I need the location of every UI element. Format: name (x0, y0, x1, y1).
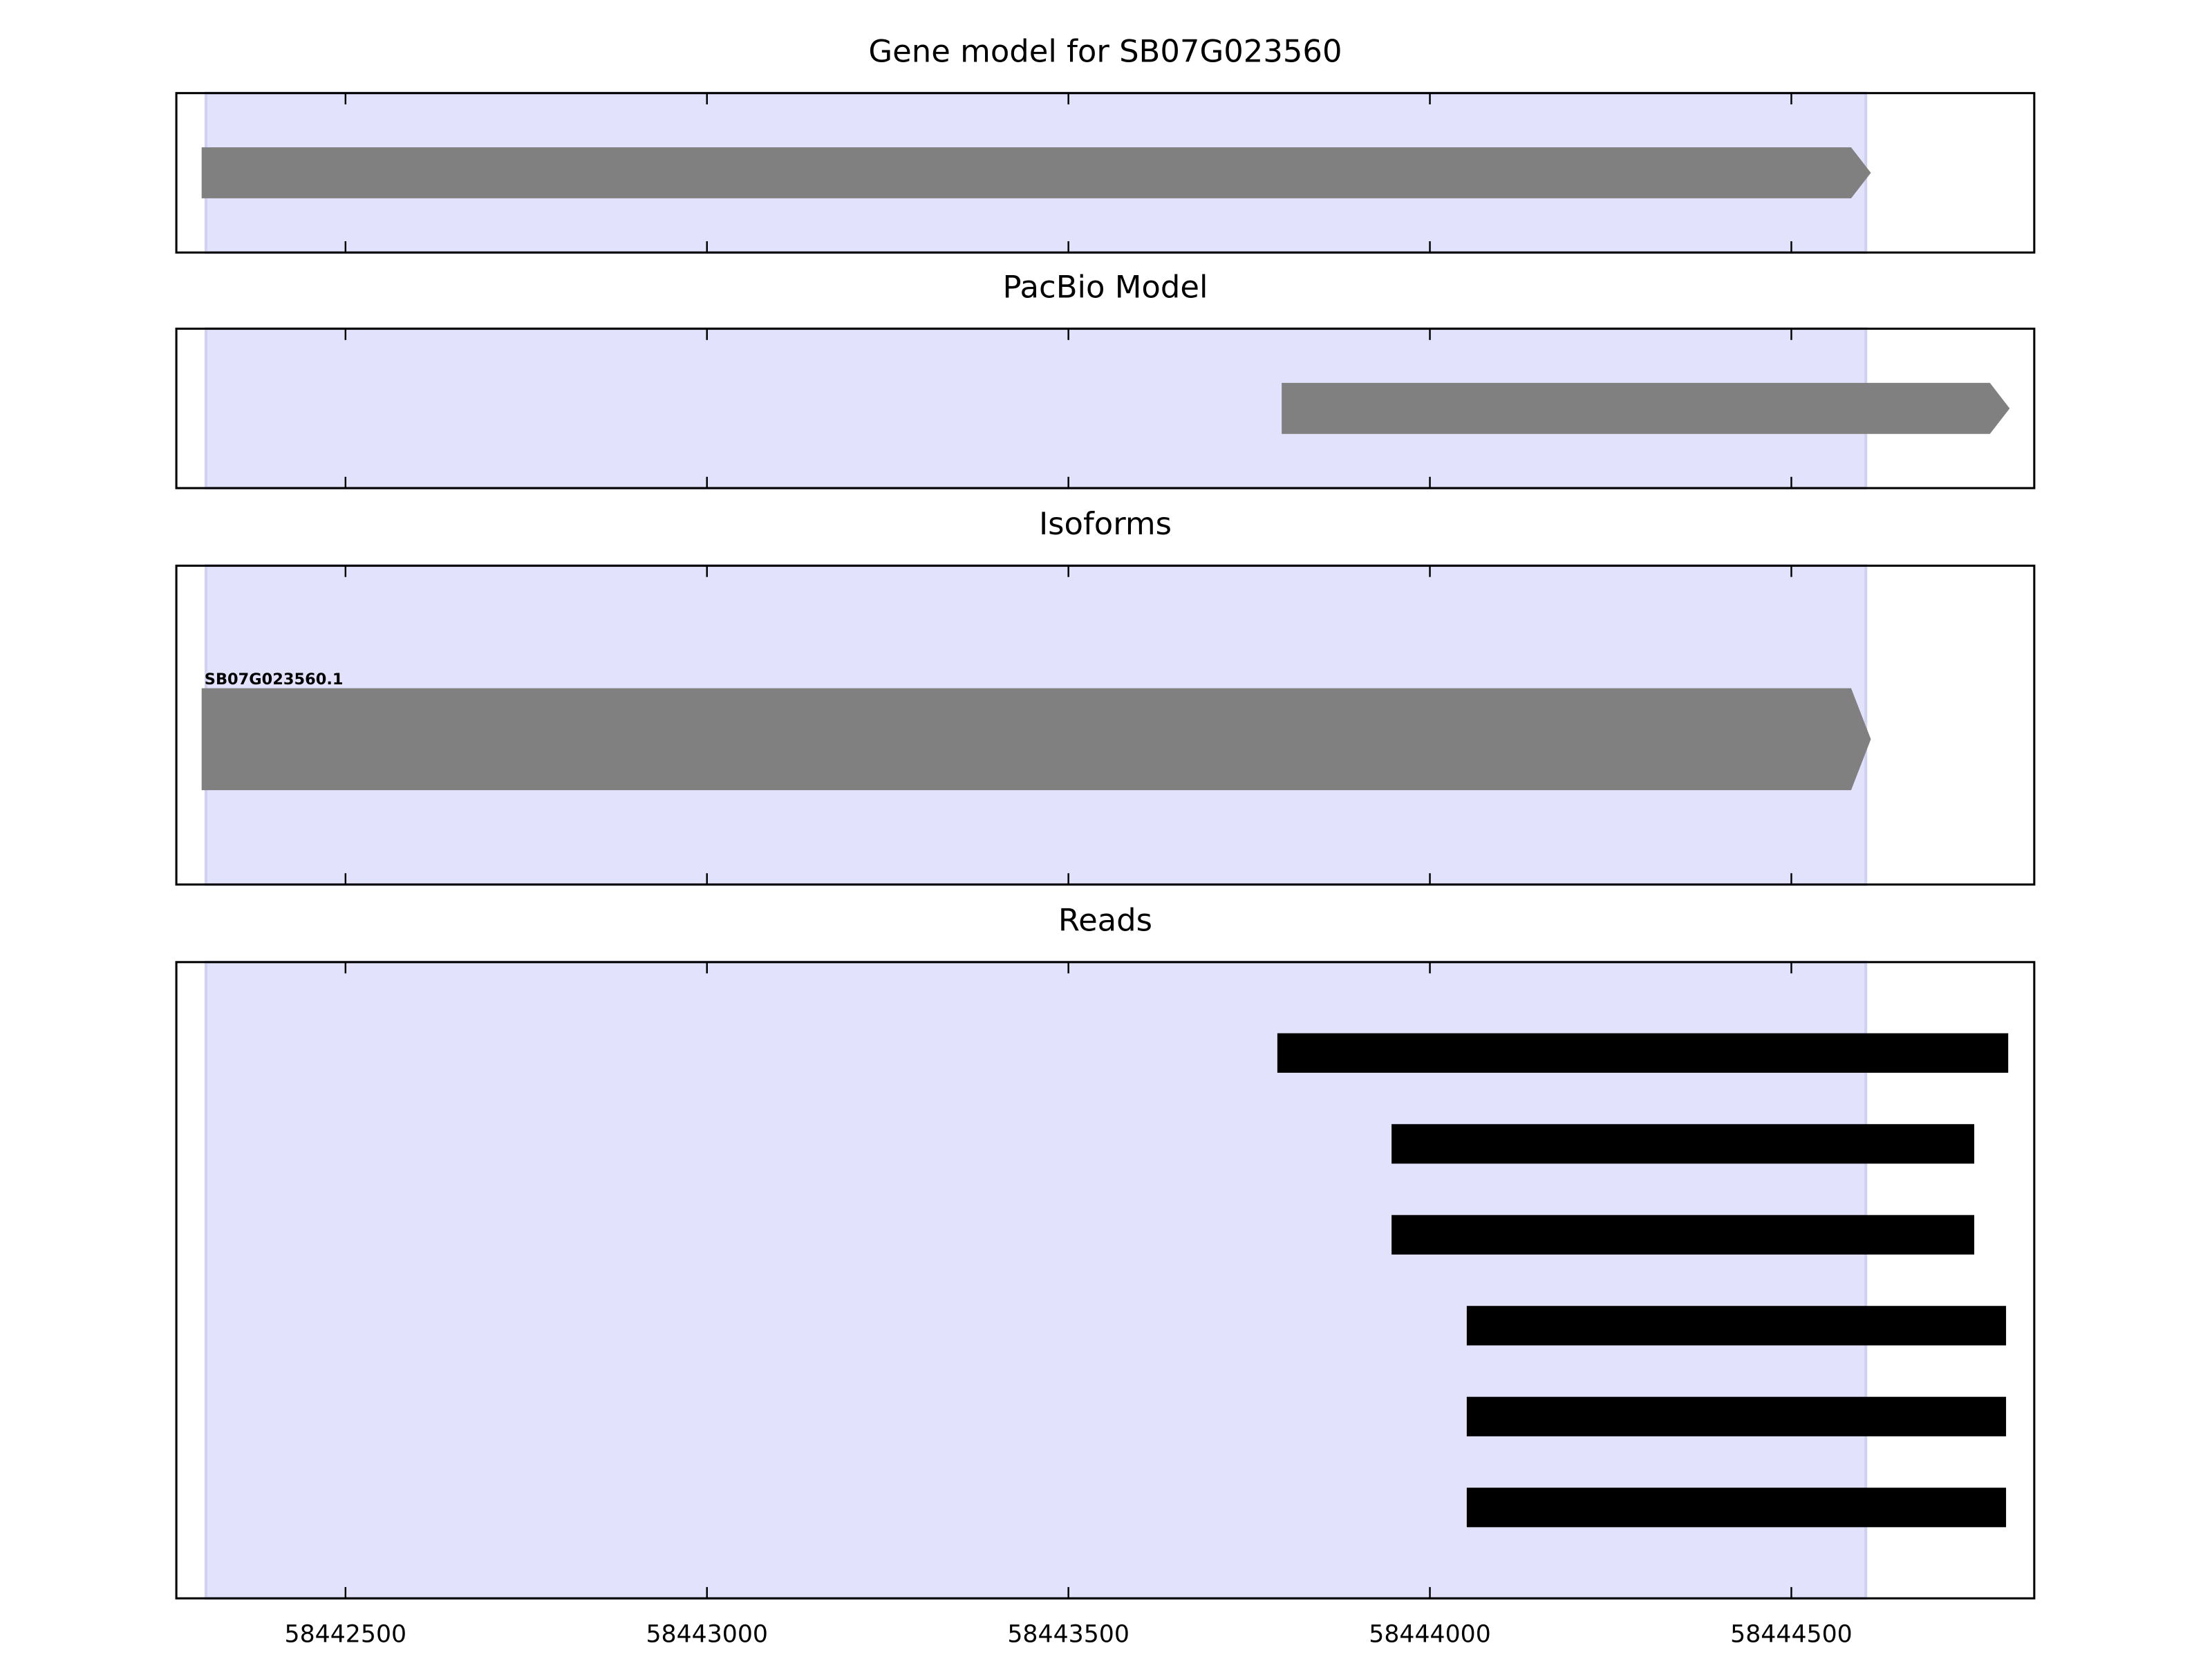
read (1391, 1124, 1975, 1164)
panel-title: Reads (1058, 902, 1152, 939)
x-tick-label: 58444500 (1730, 1620, 1853, 1648)
read (1466, 1396, 2007, 1436)
isoform-label: SB07G023560.1 (205, 671, 344, 688)
read (1391, 1215, 1975, 1255)
panel-title: PacBio Model (1003, 268, 1208, 305)
panel-frame (175, 564, 2036, 886)
x-tick-label: 58443500 (1007, 1620, 1130, 1648)
panel-frame (175, 92, 2036, 254)
feature-arrow (1282, 382, 2010, 434)
read (1277, 1033, 2009, 1073)
read (1466, 1488, 2007, 1528)
panel-frame (175, 961, 2036, 1600)
feature-arrow (201, 147, 1871, 198)
panel-title: Isoforms (1039, 505, 1172, 542)
panel-title: Gene model for SB07G023560 (868, 33, 1342, 70)
read (1466, 1306, 2007, 1346)
x-tick-label: 58444000 (1369, 1620, 1491, 1648)
x-tick-label: 58442500 (285, 1620, 407, 1648)
x-tick-label: 58443000 (646, 1620, 768, 1648)
feature-arrow (201, 688, 1871, 791)
panel-frame (175, 327, 2036, 489)
